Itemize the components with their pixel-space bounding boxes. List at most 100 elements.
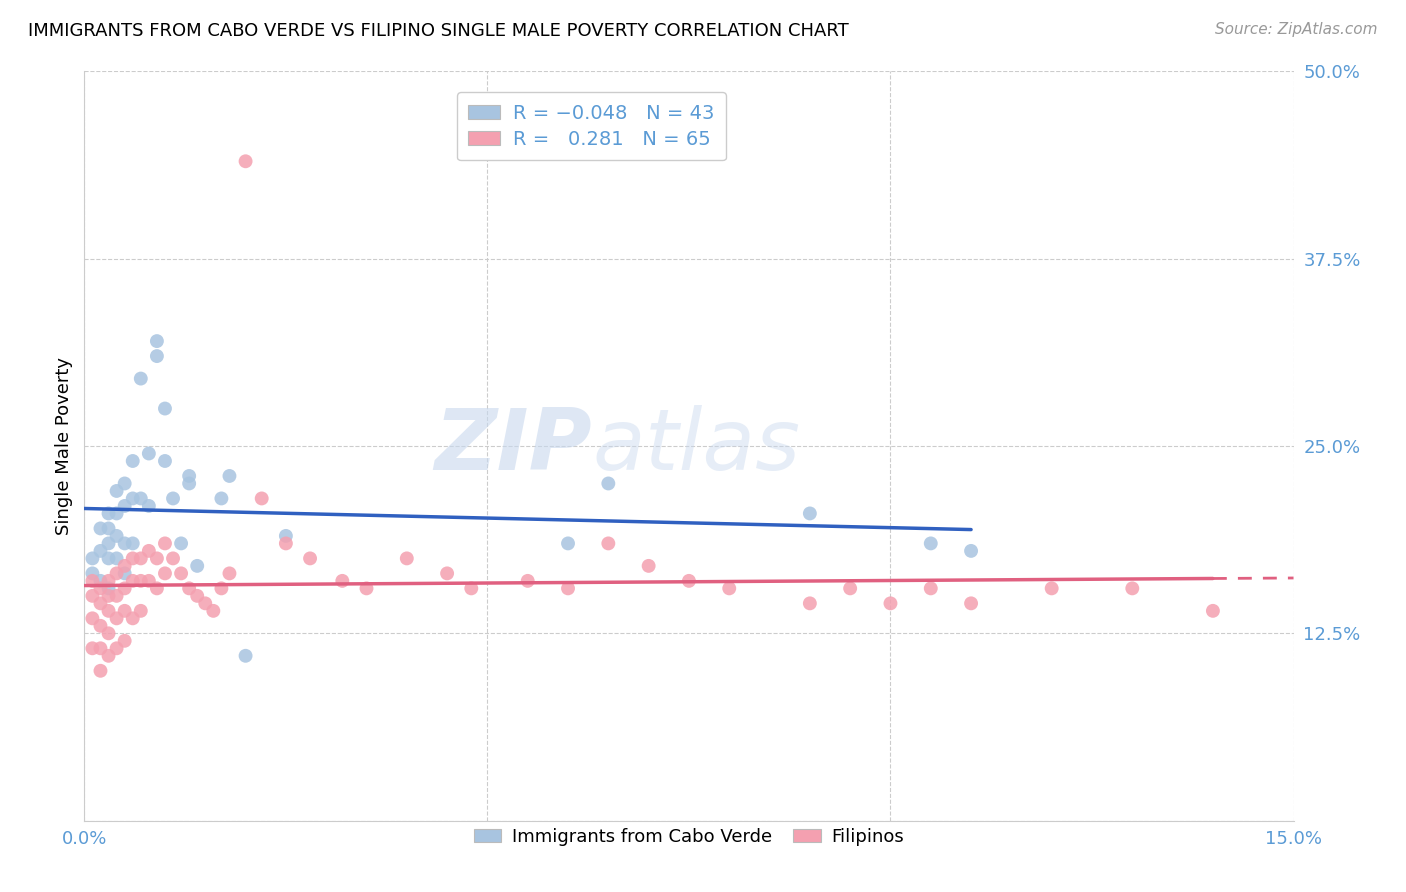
Point [89,582,111,596]
Point [114,536,136,550]
Point [879,596,901,610]
Point [146,349,169,363]
Point [153,566,176,581]
Point [121,491,143,506]
Point [114,633,136,648]
Point [82,551,104,566]
Point [121,611,143,625]
Point [129,371,152,385]
Point [121,454,143,468]
Point [598,536,620,550]
Point [218,566,240,581]
Point [299,551,322,566]
Point [153,454,176,468]
Point [82,611,104,625]
Point [920,582,942,596]
Point [129,604,152,618]
Point [105,589,128,603]
Point [186,558,208,573]
Point [250,491,273,506]
Point [97,521,120,535]
Point [179,476,201,491]
Point [89,521,111,535]
Point [678,574,700,588]
Point [114,499,136,513]
Point [82,574,104,588]
Point [718,582,741,596]
Point [89,596,111,610]
Point [186,589,208,603]
Point [138,544,160,558]
Point [153,536,176,550]
Point [105,551,128,566]
Legend: Immigrants from Cabo Verde, Filipinos: Immigrants from Cabo Verde, Filipinos [467,821,911,853]
Point [235,648,257,663]
Point [516,574,538,588]
Point [960,596,983,610]
Point [557,582,579,596]
Point [920,536,942,550]
Point [97,589,120,603]
Point [97,582,120,596]
Point [97,626,120,640]
Point [330,574,353,588]
Text: Source: ZipAtlas.com: Source: ZipAtlas.com [1215,22,1378,37]
Point [121,536,143,550]
Point [218,469,240,483]
Point [1121,582,1143,596]
Point [114,558,136,573]
Point [598,476,620,491]
Point [170,566,193,581]
Point [89,544,111,558]
Point [105,611,128,625]
Point [105,507,128,521]
Point [114,566,136,581]
Point [97,648,120,663]
Point [356,582,378,596]
Point [799,507,821,521]
Point [97,507,120,521]
Point [105,529,128,543]
Text: IMMIGRANTS FROM CABO VERDE VS FILIPINO SINGLE MALE POVERTY CORRELATION CHART: IMMIGRANTS FROM CABO VERDE VS FILIPINO S… [28,22,849,40]
Point [97,551,120,566]
Point [179,582,201,596]
Point [89,619,111,633]
Point [97,536,120,550]
Point [153,401,176,416]
Point [129,491,152,506]
Point [274,536,297,550]
Point [209,491,232,506]
Point [274,529,297,543]
Point [557,536,579,550]
Text: ZIP: ZIP [434,404,592,488]
Point [114,476,136,491]
Point [105,641,128,656]
Point [395,551,418,566]
Point [170,536,193,550]
Point [436,566,458,581]
Point [202,604,225,618]
Point [121,574,143,588]
Point [82,566,104,581]
Point [960,544,983,558]
Point [799,596,821,610]
Point [97,604,120,618]
Point [235,154,257,169]
Point [209,582,232,596]
Point [138,446,160,460]
Point [194,596,217,610]
Point [146,334,169,348]
Point [129,551,152,566]
Y-axis label: Single Male Poverty: Single Male Poverty [55,357,73,535]
Point [89,641,111,656]
Point [82,641,104,656]
Point [82,589,104,603]
Point [129,574,152,588]
Point [89,664,111,678]
Point [146,551,169,566]
Point [146,582,169,596]
Point [138,574,160,588]
Point [460,582,482,596]
Point [162,491,184,506]
Point [105,566,128,581]
